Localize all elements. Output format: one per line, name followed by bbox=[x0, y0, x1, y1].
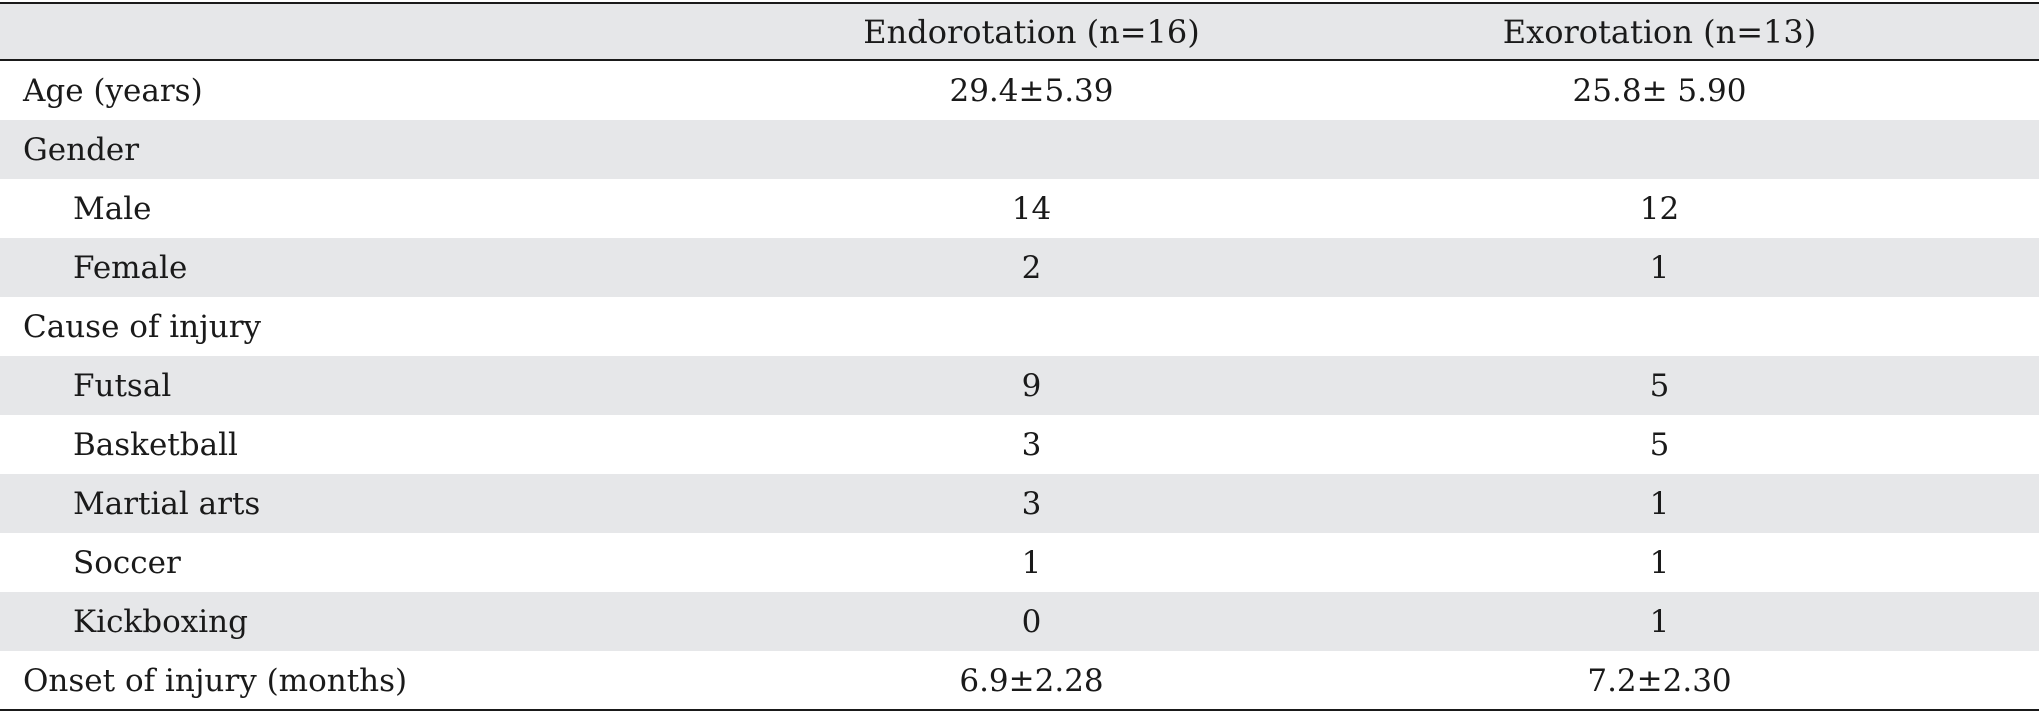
table-header-row: Endorotation (n=16) Exorotation (n=13) bbox=[0, 4, 2039, 59]
row-label: Futsal bbox=[73, 367, 172, 404]
table-top-rule bbox=[0, 2, 2039, 4]
endorotation-value: 29.4±5.39 bbox=[949, 72, 1114, 109]
row-label: Onset of injury (months) bbox=[23, 662, 408, 699]
header-cell-exorotation: Exorotation (n=13) bbox=[1502, 12, 1817, 51]
row-label: Age (years) bbox=[23, 72, 203, 109]
table-row: Basketball 3 5 bbox=[0, 415, 2039, 474]
exorotation-value: 1 bbox=[1649, 249, 1670, 286]
table-header-rule bbox=[0, 59, 2039, 61]
row-label: Soccer bbox=[73, 544, 181, 581]
exorotation-value: 1 bbox=[1649, 603, 1670, 640]
table-row: Female 2 1 bbox=[0, 238, 2039, 297]
table-bottom-rule bbox=[0, 709, 2039, 711]
table-body: Age (years) 29.4±5.39 25.8± 5.90 Gender … bbox=[0, 61, 2039, 710]
row-label: Cause of injury bbox=[23, 308, 262, 345]
endorotation-value: 1 bbox=[1021, 544, 1042, 581]
row-label: Basketball bbox=[73, 426, 238, 463]
endorotation-value: 9 bbox=[1021, 367, 1042, 404]
endorotation-value: 3 bbox=[1021, 426, 1042, 463]
table-row: Age (years) 29.4±5.39 25.8± 5.90 bbox=[0, 61, 2039, 120]
table-row: Male 14 12 bbox=[0, 179, 2039, 238]
table-row: Kickboxing 0 1 bbox=[0, 592, 2039, 651]
table-row: Soccer 1 1 bbox=[0, 533, 2039, 592]
endorotation-value: 2 bbox=[1021, 249, 1042, 286]
row-label: Female bbox=[73, 249, 188, 286]
row-label: Kickboxing bbox=[73, 603, 248, 640]
table-row: Martial arts 3 1 bbox=[0, 474, 2039, 533]
endorotation-value: 3 bbox=[1021, 485, 1042, 522]
exorotation-value: 7.2±2.30 bbox=[1587, 662, 1732, 699]
exorotation-value: 5 bbox=[1649, 426, 1670, 463]
row-label: Gender bbox=[23, 131, 140, 168]
header-cell-endorotation: Endorotation (n=16) bbox=[863, 12, 1200, 51]
exorotation-value: 25.8± 5.90 bbox=[1572, 72, 1747, 109]
exorotation-value: 12 bbox=[1639, 190, 1680, 227]
row-label: Martial arts bbox=[73, 485, 261, 522]
exorotation-value: 5 bbox=[1649, 367, 1670, 404]
table-row: Futsal 9 5 bbox=[0, 356, 2039, 415]
table-row: Cause of injury bbox=[0, 297, 2039, 356]
exorotation-value: 1 bbox=[1649, 544, 1670, 581]
table-row: Onset of injury (months) 6.9±2.28 7.2±2.… bbox=[0, 651, 2039, 710]
endorotation-value: 6.9±2.28 bbox=[959, 662, 1104, 699]
endorotation-value: 14 bbox=[1011, 190, 1052, 227]
endorotation-value: 0 bbox=[1021, 603, 1042, 640]
table-row: Gender bbox=[0, 120, 2039, 179]
exorotation-value: 1 bbox=[1649, 485, 1670, 522]
row-label: Male bbox=[73, 190, 152, 227]
